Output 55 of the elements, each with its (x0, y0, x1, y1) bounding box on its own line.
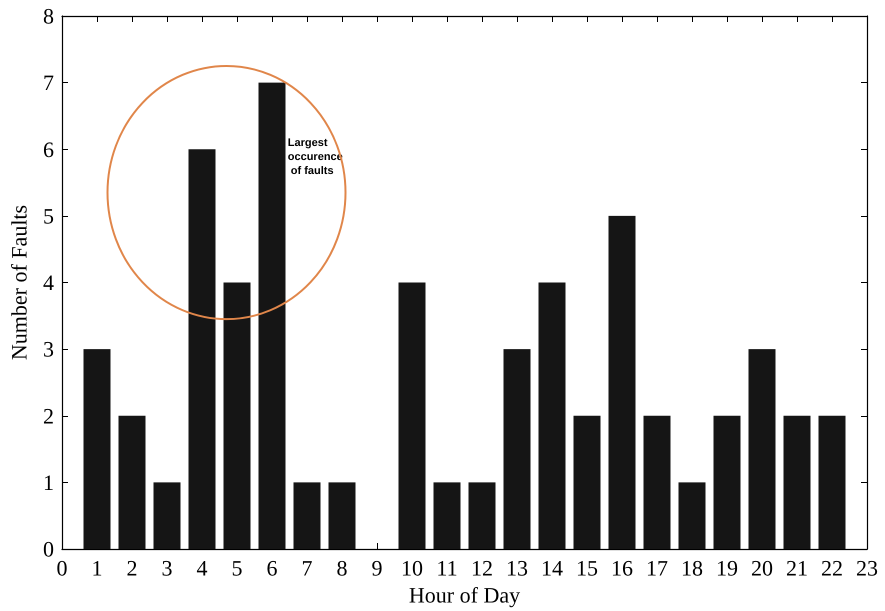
x-tick-label: 9 (372, 556, 382, 580)
y-axis-title: Number of Faults (6, 204, 32, 360)
bar (434, 482, 460, 549)
bar (608, 216, 636, 549)
x-tick-label: 22 (821, 556, 843, 580)
x-tick-label: 4 (196, 556, 208, 580)
x-tick-label: 5 (232, 556, 242, 580)
x-tick-label: 7 (302, 556, 312, 580)
bar (714, 416, 740, 549)
bar (574, 416, 600, 549)
x-tick-label: 17 (646, 556, 668, 580)
x-tick-label: 1 (92, 556, 102, 580)
y-tick-label: 2 (43, 403, 54, 428)
bar (818, 416, 846, 549)
x-tick-label: 11 (436, 556, 458, 580)
bar (188, 149, 216, 549)
bar (538, 282, 566, 549)
x-axis-title: Hour of Day (408, 582, 520, 608)
x-tick-label: 19 (716, 556, 738, 580)
x-tick-label: 13 (506, 556, 528, 580)
y-tick-label: 5 (43, 203, 54, 228)
x-tick-label: 8 (336, 556, 348, 580)
bar (224, 282, 250, 549)
x-tick-label: 16 (611, 556, 633, 580)
y-tick-label: 7 (43, 70, 54, 96)
bar (118, 416, 146, 549)
y-tick-label: 8 (43, 4, 54, 28)
bar (504, 349, 530, 549)
bar (398, 282, 426, 549)
y-tick-label: 3 (43, 336, 54, 362)
bar (84, 349, 110, 549)
bar (258, 82, 286, 549)
x-tick-label: 2 (126, 556, 138, 580)
bar (468, 482, 496, 549)
bar (328, 482, 356, 549)
x-tick-label: 3 (162, 556, 172, 580)
bar (154, 482, 180, 549)
x-tick-label: 23 (856, 556, 878, 580)
bar (784, 416, 810, 549)
x-tick-label: 18 (681, 556, 703, 580)
x-tick-label: 21 (786, 556, 808, 580)
y-tick-label: 4 (43, 270, 54, 295)
x-tick-label: 6 (266, 556, 278, 580)
x-tick-label: 10 (401, 556, 423, 580)
x-tick-label: 12 (471, 556, 493, 580)
y-tick-label: 6 (43, 136, 54, 162)
bar (294, 482, 320, 549)
y-tick-label: 1 (43, 470, 54, 495)
bar (678, 482, 706, 549)
x-tick-label: 20 (751, 556, 773, 580)
bar (748, 349, 776, 549)
y-tick-label: 0 (43, 536, 54, 562)
bar (644, 416, 670, 549)
x-tick-label: 14 (541, 556, 563, 580)
x-tick-label: 15 (576, 556, 598, 580)
